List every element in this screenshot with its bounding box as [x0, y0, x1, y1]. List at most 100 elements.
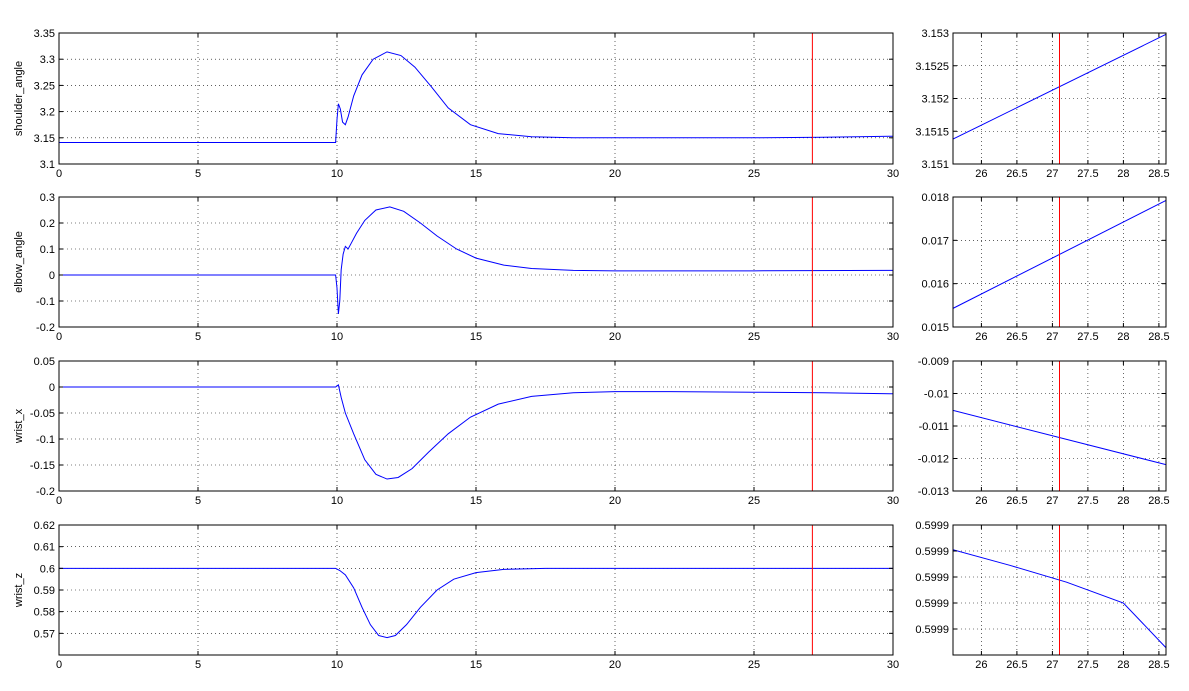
y-tick-label: 0.5999: [915, 520, 949, 532]
plot-area: [953, 525, 1166, 655]
y-tick-label: -0.01: [924, 389, 949, 401]
plot-area: [953, 197, 1166, 327]
x-tick-label: 27: [1046, 495, 1058, 507]
y-tick-label: 0.61: [34, 542, 55, 554]
x-tick-label: 20: [609, 495, 621, 507]
x-tick-label: 30: [887, 168, 899, 180]
y-tick-label: 0: [49, 270, 55, 282]
y-tick-label: 3.153: [921, 28, 949, 40]
y-tick-label: -0.05: [30, 408, 55, 420]
x-tick-label: 5: [195, 331, 201, 343]
x-tick-label: 20: [609, 659, 621, 671]
y-tick-label: 3.1515: [915, 126, 949, 138]
x-tick-label: 30: [887, 495, 899, 507]
series-line: [59, 384, 893, 480]
y-tick-label: -0.012: [918, 454, 949, 466]
wrist-z-zoom-axes: 26 26.5 27 27.5 28 28.5 0.5999 0.5999 0.5999 0.59…: [915, 520, 1169, 671]
y-tick-label: -0.009: [918, 356, 949, 368]
x-tick-label: 0: [56, 168, 62, 180]
y-tick-label: 0.2: [40, 218, 55, 230]
y-tick-label: 3.1: [40, 159, 55, 171]
axes-frame: [952, 196, 1167, 328]
y-tick-label: 3.35: [34, 28, 55, 40]
plot-area: [59, 197, 893, 327]
x-tick-label: 28.5: [1148, 659, 1169, 671]
y-tick-label: 0.59: [34, 585, 55, 597]
y-axis-label: wrist_z: [13, 573, 25, 608]
x-tick-label: 28: [1117, 168, 1129, 180]
y-tick-label: 0.6: [40, 563, 55, 575]
x-tick-label: 28.5: [1148, 168, 1169, 180]
y-tick-label: -0.013: [918, 486, 949, 498]
x-tick-label: 26.5: [1006, 495, 1027, 507]
plot-area: [59, 33, 893, 164]
y-tick-label: 0.5999: [915, 598, 949, 610]
x-tick-label: 28: [1117, 495, 1129, 507]
y-tick-label: 0.5999: [915, 546, 949, 558]
y-tick-label: 0.58: [34, 607, 55, 619]
y-axis-label: shoulder_angle: [13, 61, 25, 136]
shoulder-zoom-axes: 26 26.5 27 27.5 28 28.5 3.151 3.1515 3.152 3.1525…: [915, 28, 1169, 180]
x-tick-label: 26: [975, 331, 987, 343]
x-tick-label: 15: [470, 168, 482, 180]
x-tick-label: 26: [975, 168, 987, 180]
y-tick-label: 0.5999: [915, 624, 949, 636]
y-tick-label: 0.016: [921, 279, 949, 291]
y-tick-label: 0.015: [921, 322, 949, 334]
y-tick-label: 3.151: [921, 159, 949, 171]
y-axis-label: elbow_angle: [13, 231, 25, 293]
y-tick-label: 3.3: [40, 54, 55, 66]
x-tick-label: 15: [470, 495, 482, 507]
y-tick-label: -0.1: [36, 434, 55, 446]
series-line: [59, 567, 893, 639]
series-line: [953, 549, 1166, 649]
elbow-main-axes: 0 5 10 15 20 25 30 -0.2 -0.1 0 0.1 0.2 0.3 elbow_angl…: [13, 192, 899, 343]
y-tick-label: 3.1525: [915, 61, 949, 73]
x-tick-label: 15: [470, 659, 482, 671]
y-tick-label: 0.017: [921, 235, 949, 247]
x-tick-label: 28: [1117, 659, 1129, 671]
x-tick-label: 25: [748, 168, 760, 180]
plot-area: [953, 361, 1166, 491]
x-tick-label: 10: [331, 168, 343, 180]
x-tick-label: 26: [975, 659, 987, 671]
y-tick-label: 3.25: [34, 80, 55, 92]
plot-area: [59, 525, 893, 655]
x-tick-label: 27.5: [1077, 659, 1098, 671]
y-tick-label: -0.011: [919, 421, 949, 433]
x-tick-label: 28: [1117, 331, 1129, 343]
x-tick-label: 20: [609, 331, 621, 343]
plot-background: [59, 33, 893, 164]
y-tick-label: 3.152: [921, 94, 949, 106]
y-tick-label: 0.05: [34, 356, 55, 368]
y-tick-label: -0.2: [36, 486, 55, 498]
x-tick-label: 15: [470, 331, 482, 343]
wrist-x-main-axes: 0 5 10 15 20 25 30 -0.2 -0.15 -0.1 -0.05 0 0.05 wrist…: [13, 356, 899, 507]
x-tick-label: 10: [331, 495, 343, 507]
wrist-x-zoom-axes: 26 26.5 27 27.5 28 28.5 -0.013 -0.012 -0.011 -0.0…: [918, 356, 1170, 507]
y-tick-label: 0.62: [34, 520, 55, 532]
y-tick-label: 0.1: [40, 244, 55, 256]
x-tick-label: 27: [1046, 331, 1058, 343]
x-tick-label: 0: [56, 495, 62, 507]
x-tick-label: 26.5: [1006, 331, 1027, 343]
x-tick-label: 0: [56, 659, 62, 671]
x-tick-label: 5: [195, 168, 201, 180]
wrist-z-main-axes: 0 5 10 15 20 25 30 0.57 0.58 0.59 0.6 0.61 0.62 wrist…: [13, 520, 899, 671]
x-tick-label: 30: [887, 331, 899, 343]
series-line: [59, 51, 893, 144]
y-axis-label: wrist_x: [13, 408, 25, 444]
x-tick-label: 26: [975, 495, 987, 507]
x-tick-label: 10: [331, 331, 343, 343]
y-tick-label: 0.3: [40, 192, 55, 204]
y-tick-label: -0.2: [36, 322, 55, 334]
axes-frame: [952, 524, 1167, 656]
x-tick-label: 0: [56, 331, 62, 343]
elbow-zoom-axes: 26 26.5 27 27.5 28 28.5 0.015 0.016 0.017 0.018: [921, 192, 1169, 343]
y-tick-label: 0: [49, 382, 55, 394]
y-tick-label: 3.15: [34, 133, 55, 145]
x-tick-label: 5: [195, 495, 201, 507]
shoulder-main-axes: 0 5 10 15 20 25 30 3.1 3.15 3.2 3.25 3.3 3.35 shoulde…: [13, 28, 899, 180]
x-tick-label: 26.5: [1006, 168, 1027, 180]
x-tick-label: 5: [195, 659, 201, 671]
